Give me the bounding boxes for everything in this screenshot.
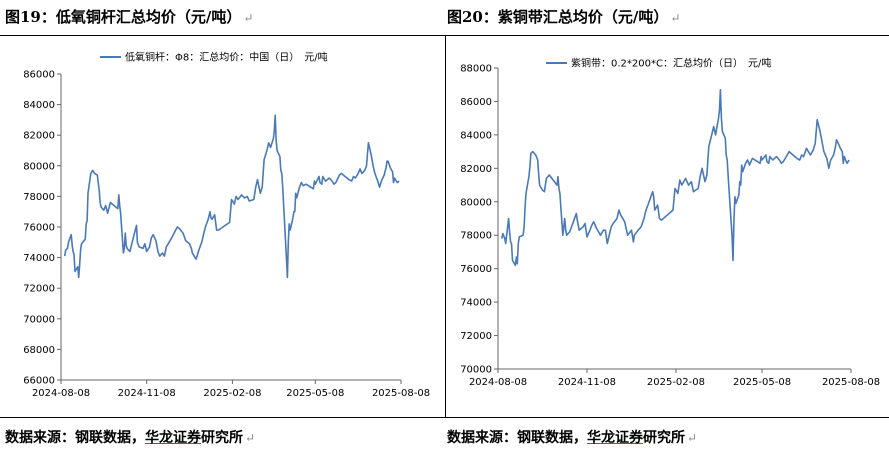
x-tick-label: 2024-08-08: [32, 388, 90, 399]
y-tick-label: 70000: [23, 314, 55, 325]
source-org: 华龙证券: [145, 430, 201, 446]
x-tick-label: 2025-05-08: [733, 377, 791, 388]
legend-label: 低氧铜杆：Φ8：汇总均价：中国（日） 元/吨: [125, 51, 328, 64]
y-tick-label: 86000: [460, 97, 492, 108]
table-bottom-rule: [0, 417, 889, 418]
return-mark-icon: ↵: [670, 11, 681, 25]
y-tick-label: 74000: [460, 298, 492, 309]
figure-20-title: 图20：紫铜带汇总均价（元/吨） ↵: [447, 6, 680, 27]
price-series-line: [63, 114, 400, 279]
x-tick-label: 2025-05-08: [286, 388, 344, 399]
source-suffix: 研究所: [643, 430, 685, 446]
source-org: 华龙证券: [587, 430, 643, 446]
table-column-divider: [445, 35, 446, 417]
y-tick-label: 84000: [23, 100, 55, 111]
x-tick-label: 2025-02-08: [647, 377, 705, 388]
chart-low-oxygen-copper-rod: 66000 68000 70000 72000 74000 76000 78000 80000…: [23, 51, 430, 400]
y-tick-label: 78000: [23, 192, 55, 203]
price-series-line: [501, 88, 850, 267]
x-tick-label: 2025-02-08: [203, 388, 261, 399]
y-tick-label: 80000: [460, 197, 492, 208]
y-tick-label: 82000: [23, 131, 55, 142]
return-mark-icon: ↵: [245, 431, 256, 445]
y-tick-label: 72000: [23, 284, 55, 295]
y-tick-label: 78000: [460, 231, 492, 242]
chart-copper-strip: 70000 72000 74000 76000 78000 80000 82000 84000…: [460, 57, 880, 389]
y-tick-label: 72000: [460, 331, 492, 342]
y-tick-label: 74000: [23, 253, 55, 264]
source-prefix: 数据来源：钢联数据，: [5, 430, 145, 446]
y-tick-label: 68000: [23, 345, 55, 356]
x-tick-label: 2024-08-08: [469, 377, 527, 388]
source-suffix: 研究所: [201, 430, 243, 446]
y-tick-label: 82000: [460, 164, 492, 175]
return-mark-icon: ↵: [687, 431, 698, 445]
y-tick-label: 66000: [23, 376, 55, 387]
y-tick-label: 76000: [23, 223, 55, 234]
figure-20-title-text: 图20：紫铜带汇总均价（元/吨）: [447, 8, 669, 26]
y-tick-label: 86000: [23, 70, 55, 81]
y-tick-label: 70000: [460, 365, 492, 376]
figure-20-source: 数据来源：钢联数据，华龙证券研究所 ↵: [447, 427, 697, 447]
y-tick-label: 80000: [23, 161, 55, 172]
y-tick-label: 88000: [460, 64, 492, 75]
y-tick-label: 76000: [460, 264, 492, 275]
figure-19-title: 图19：低氧铜杆汇总均价（元/吨） ↵: [5, 6, 253, 27]
legend-label: 紫铜带：0.2*200*C：汇总均价（日） 元/吨: [571, 57, 771, 70]
x-tick-label: 2025-08-08: [372, 388, 430, 399]
figure-19-title-text: 图19：低氧铜杆汇总均价（元/吨）: [5, 8, 242, 26]
table-top-rule: [0, 35, 889, 36]
y-tick-label: 84000: [460, 130, 492, 141]
x-tick-label: 2024-11-08: [558, 377, 616, 388]
x-tick-label: 2024-11-08: [118, 388, 176, 399]
source-prefix: 数据来源：钢联数据，: [447, 430, 587, 446]
figure-19-source: 数据来源：钢联数据，华龙证券研究所 ↵: [5, 427, 255, 447]
x-tick-label: 2025-08-08: [822, 377, 880, 388]
return-mark-icon: ↵: [243, 11, 254, 25]
